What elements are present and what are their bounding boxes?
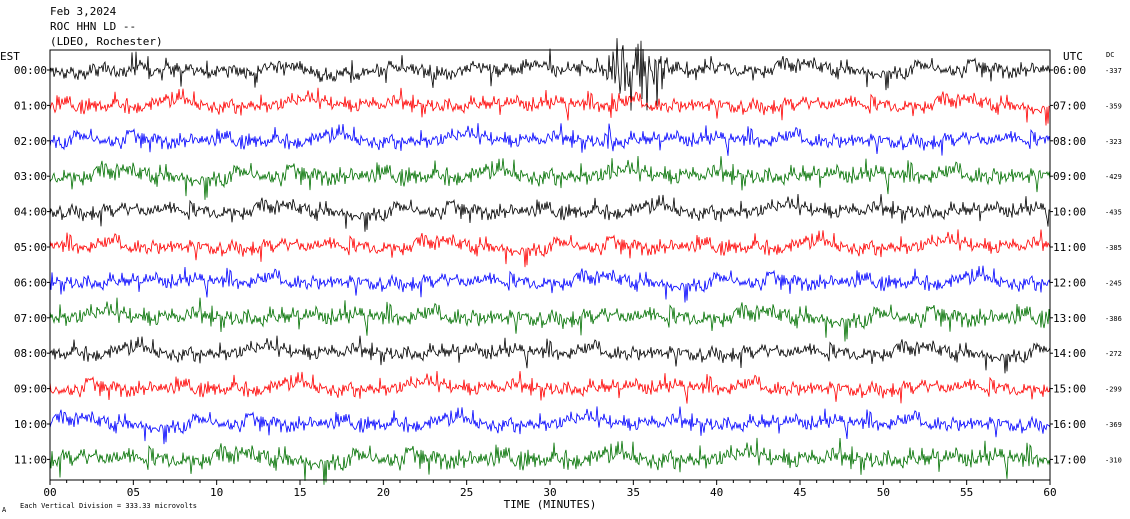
trace-line-11:00 [49, 437, 1051, 485]
x-tick-label: 20 [377, 486, 390, 499]
trace-line-06:00 [49, 265, 1051, 303]
corner-mark: A [2, 506, 7, 514]
x-tick-label: 25 [460, 486, 473, 499]
est-label: 10:00 [14, 418, 47, 431]
x-tick-label: 00 [43, 486, 56, 499]
est-label: 01:00 [14, 99, 47, 112]
utc-label: 09:00 [1053, 170, 1086, 183]
utc-label: 10:00 [1053, 206, 1086, 219]
utc-label: 14:00 [1053, 347, 1086, 360]
trace-line-03:00 [49, 155, 1051, 200]
est-label: 07:00 [14, 312, 47, 325]
utc-label: 12:00 [1053, 276, 1086, 289]
dc-value: -323 [1105, 138, 1122, 146]
dc-value: -369 [1105, 421, 1122, 429]
trace-line-08:00 [49, 335, 1051, 374]
x-tick-label: 15 [293, 486, 306, 499]
est-label: 06:00 [14, 276, 47, 289]
dc-value: -310 [1105, 456, 1122, 464]
est-label: 05:00 [14, 241, 47, 254]
x-tick-label: 50 [877, 486, 890, 499]
dc-value: -299 [1105, 386, 1122, 394]
utc-label: 16:00 [1053, 418, 1086, 431]
est-label: 04:00 [14, 206, 47, 219]
dc-value: -385 [1105, 244, 1122, 252]
utc-label: 11:00 [1053, 241, 1086, 254]
est-label: 08:00 [14, 347, 47, 360]
x-tick-label: 05 [127, 486, 140, 499]
trace-line-10:00 [49, 406, 1051, 445]
trace-line-09:00 [49, 370, 1051, 404]
trace-line-01:00 [49, 87, 1051, 126]
est-label: 03:00 [14, 170, 47, 183]
trace-line-00:00 [49, 38, 1051, 111]
x-tick-label: 40 [710, 486, 723, 499]
header-network: (LDEO, Rochester) [50, 35, 163, 48]
dc-value: -272 [1105, 350, 1122, 358]
utc-label: 07:00 [1053, 99, 1086, 112]
est-label: 00:00 [14, 64, 47, 77]
trace-line-02:00 [49, 123, 1051, 156]
x-tick-label: 35 [627, 486, 640, 499]
header-station: ROC HHN LD -- [50, 20, 136, 33]
utc-label: 17:00 [1053, 453, 1086, 466]
utc-label: 08:00 [1053, 135, 1086, 148]
division-footer: Each Vertical Division = 333.33 microvol… [20, 502, 197, 510]
x-tick-label: 60 [1043, 486, 1056, 499]
dc-value: -359 [1105, 102, 1122, 110]
est-label: 09:00 [14, 383, 47, 396]
right-timezone: UTC [1063, 50, 1083, 63]
dc-value: -386 [1105, 315, 1122, 323]
trace-line-05:00 [49, 229, 1051, 268]
utc-label: 13:00 [1053, 312, 1086, 325]
dc-value: -245 [1105, 279, 1122, 287]
dc-header: DC [1106, 51, 1114, 59]
x-tick-label: 30 [543, 486, 556, 499]
left-timezone: EST [0, 50, 20, 63]
utc-label: 15:00 [1053, 383, 1086, 396]
plot-frame [49, 49, 1051, 481]
x-axis-title: TIME (MINUTES) [504, 498, 597, 511]
x-tick-label: 45 [793, 486, 806, 499]
dc-value: -337 [1105, 67, 1122, 75]
dc-value: -429 [1105, 173, 1122, 181]
trace-line-07:00 [49, 297, 1051, 342]
x-tick-label: 55 [960, 486, 973, 499]
x-tick-label: 10 [210, 486, 223, 499]
utc-label: 06:00 [1053, 64, 1086, 77]
est-label: 11:00 [14, 453, 47, 466]
header-date: Feb 3,2024 [50, 5, 117, 18]
est-label: 02:00 [14, 135, 47, 148]
dc-value: -435 [1105, 209, 1122, 217]
trace-line-04:00 [49, 193, 1051, 232]
